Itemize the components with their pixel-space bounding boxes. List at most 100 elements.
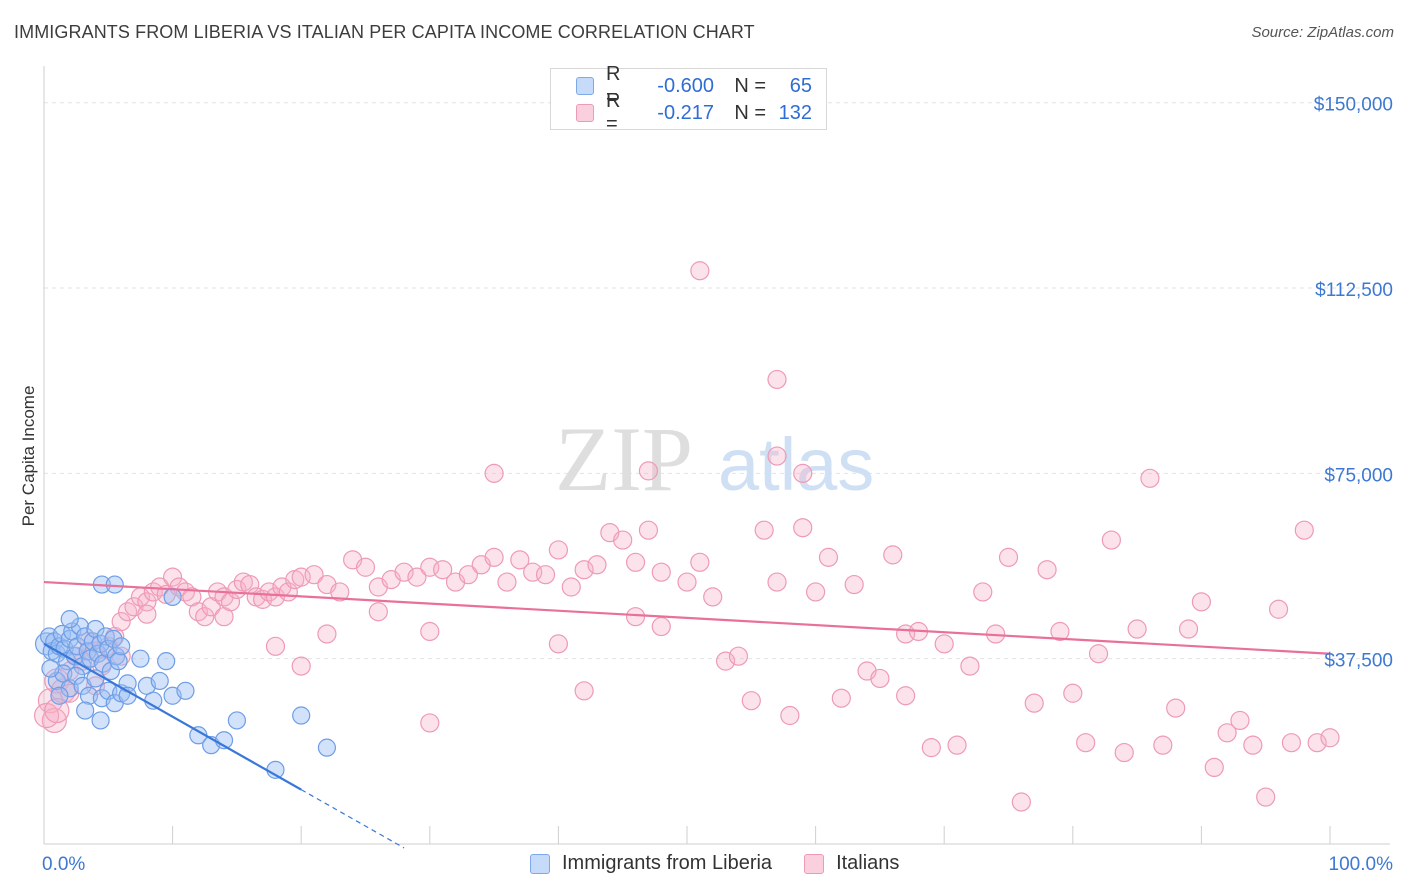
italians-point bbox=[1114, 742, 1134, 763]
y-tick-label: $150,000 bbox=[1314, 95, 1393, 116]
italians-point bbox=[1140, 468, 1160, 488]
italians-point bbox=[1281, 733, 1302, 753]
italians-point bbox=[1307, 733, 1327, 753]
trend-lines bbox=[43, 580, 1331, 849]
liberia-point bbox=[163, 587, 182, 607]
r-value: -0.600 bbox=[657, 74, 714, 97]
chart-title: IMMIGRANTS FROM LIBERIA VS ITALIAN PER C… bbox=[14, 22, 755, 42]
italians-point bbox=[117, 602, 138, 622]
italians-point bbox=[934, 634, 954, 654]
legend-stats-row-italians: R = -0.217 N = 132 bbox=[576, 90, 812, 135]
italians-point bbox=[998, 547, 1019, 567]
italians-point bbox=[870, 668, 890, 689]
italians-point bbox=[651, 562, 671, 582]
italians-point bbox=[1037, 560, 1057, 580]
italians-point bbox=[330, 582, 350, 602]
italians-point bbox=[805, 582, 826, 602]
italians-point bbox=[1217, 723, 1237, 743]
liberia-point bbox=[105, 575, 124, 594]
italians-point bbox=[690, 261, 710, 281]
italians-point bbox=[690, 552, 710, 572]
liberia-point bbox=[227, 711, 246, 730]
italians-point bbox=[317, 624, 337, 644]
liberia-point bbox=[131, 649, 150, 668]
liberia-point bbox=[91, 711, 110, 730]
italians-point bbox=[754, 520, 774, 540]
italians-point bbox=[973, 582, 993, 602]
italians-point bbox=[394, 562, 414, 582]
y-tick-label: $75,000 bbox=[1324, 465, 1393, 486]
italians-point bbox=[1153, 735, 1173, 755]
liberia-point bbox=[109, 652, 128, 671]
legend-label: Immigrants from Liberia bbox=[562, 852, 773, 874]
italians-point bbox=[625, 607, 646, 627]
italians-point bbox=[1204, 757, 1224, 778]
liberia-swatch bbox=[576, 77, 594, 95]
italians-point bbox=[548, 540, 569, 560]
italians-point bbox=[818, 547, 839, 567]
liberia-point bbox=[60, 629, 79, 649]
italians-swatch bbox=[804, 853, 825, 874]
italians-point bbox=[548, 634, 569, 654]
watermark-zip: ZIP bbox=[555, 408, 693, 510]
tick-labels: $37,500 $75,000 $112,500 $150,000 0.0% 100.0% bbox=[42, 95, 1393, 875]
n-label: N = bbox=[734, 74, 766, 97]
italians-point bbox=[1127, 619, 1147, 639]
italians-point bbox=[625, 552, 646, 572]
liberia-point bbox=[106, 647, 126, 666]
italians-point bbox=[368, 602, 388, 622]
italians-point bbox=[844, 574, 864, 595]
watermark: ZIP atlas bbox=[555, 408, 874, 510]
n-value: 132 bbox=[778, 101, 812, 124]
italians-point bbox=[1294, 520, 1314, 540]
legend-item-liberia[interactable]: Immigrants from Liberia bbox=[530, 852, 772, 875]
axes bbox=[43, 66, 1390, 845]
liberia-point bbox=[176, 681, 195, 700]
liberia-point bbox=[76, 701, 95, 720]
r-label: R = bbox=[606, 63, 621, 108]
italians-point bbox=[574, 560, 594, 580]
italians-point bbox=[355, 557, 376, 577]
italians-point bbox=[741, 691, 761, 711]
italians-swatch bbox=[576, 104, 594, 122]
italians-point bbox=[420, 713, 440, 733]
italians-point bbox=[1166, 698, 1186, 718]
italians-point bbox=[163, 567, 183, 587]
italians-points bbox=[33, 261, 1340, 812]
italians-point bbox=[111, 612, 131, 632]
italians-point bbox=[484, 463, 504, 483]
x-tick-label: 0.0% bbox=[42, 854, 85, 875]
italians-point bbox=[188, 602, 208, 622]
legend-series: Immigrants from Liberia Italians bbox=[530, 852, 931, 875]
italians-point bbox=[304, 565, 324, 585]
legend-item-italians[interactable]: Italians bbox=[804, 852, 899, 875]
italians-point bbox=[947, 735, 967, 755]
liberia-point bbox=[157, 652, 176, 671]
italians-point bbox=[780, 705, 800, 726]
watermark-atlas: atlas bbox=[718, 423, 874, 506]
italians-point bbox=[420, 621, 440, 642]
italians-point bbox=[728, 646, 749, 666]
source-label: Source: ZipAtlas.com bbox=[1251, 24, 1394, 41]
italians-point bbox=[883, 545, 903, 565]
italians-point bbox=[1076, 733, 1096, 753]
italians-point bbox=[767, 572, 787, 592]
r-value: -0.217 bbox=[657, 101, 714, 124]
italians-point bbox=[715, 651, 736, 671]
italians-point bbox=[433, 560, 453, 580]
y-tick-label: $37,500 bbox=[1324, 651, 1393, 672]
italians-point bbox=[638, 520, 659, 540]
italians-point bbox=[1191, 592, 1212, 612]
italians-point bbox=[137, 604, 157, 624]
italians-point bbox=[510, 550, 530, 570]
liberia-trend-line bbox=[43, 642, 302, 791]
italians-point bbox=[1268, 599, 1289, 619]
liberia-swatch bbox=[530, 853, 550, 874]
legend-label: Italians bbox=[836, 852, 900, 874]
n-value: 65 bbox=[789, 74, 812, 97]
italians-point bbox=[1063, 683, 1083, 703]
italians-point bbox=[587, 555, 607, 575]
x-tick-label: 100.0% bbox=[1329, 854, 1394, 875]
italians-point bbox=[1101, 530, 1121, 550]
